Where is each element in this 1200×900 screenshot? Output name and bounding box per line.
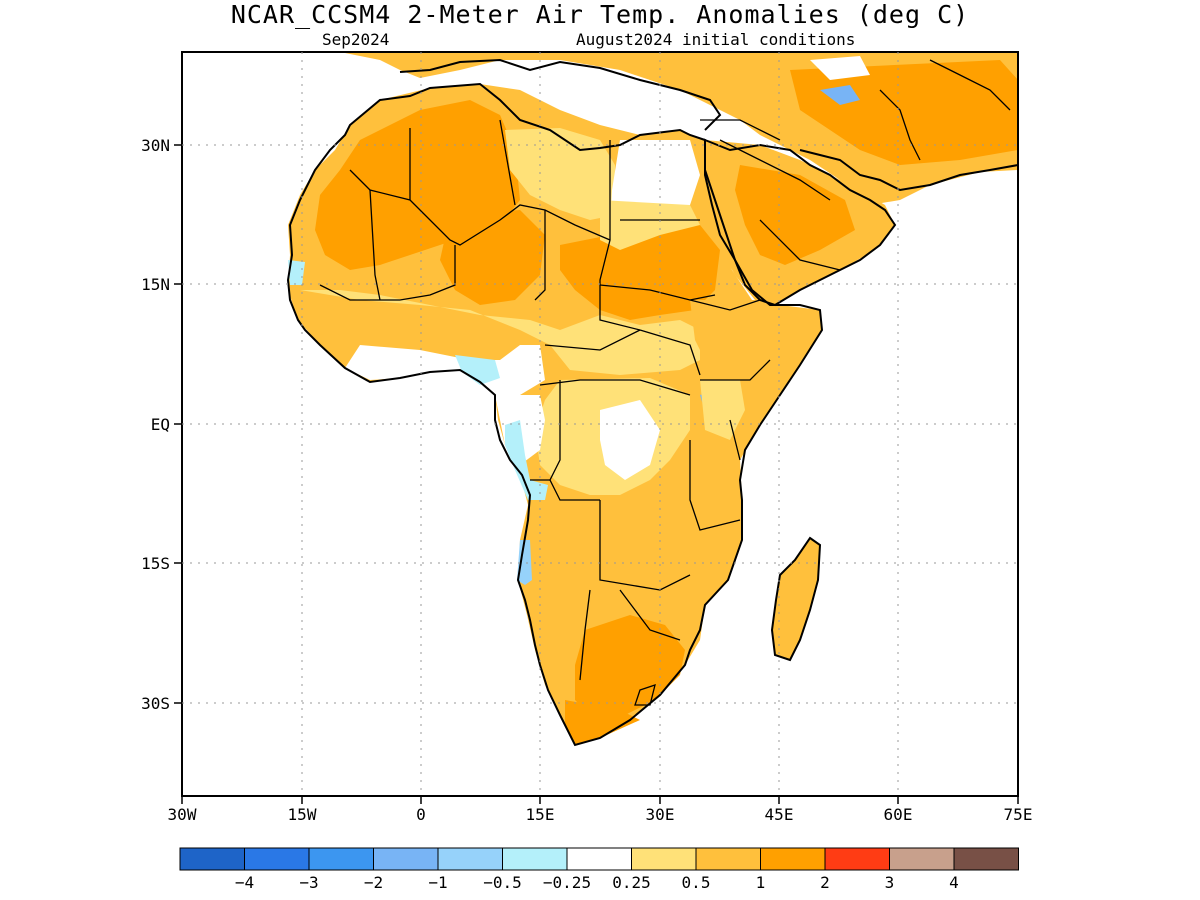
colorbar-swatch <box>631 847 697 871</box>
arabia-coastline <box>704 138 897 307</box>
caspian-cool-patch <box>820 85 860 105</box>
coastlines <box>286 58 1018 747</box>
x-tick-label: 75E <box>1004 805 1033 824</box>
colorbar-swatch <box>308 847 374 871</box>
sahel-yellow-band <box>300 290 700 375</box>
southern-africa-warm <box>575 615 685 720</box>
colorbar-label: 4 <box>949 873 959 892</box>
colorbar-label: 3 <box>885 873 895 892</box>
x-tick-label: 30E <box>646 805 675 824</box>
y-tick-label: EQ <box>151 415 170 434</box>
colorbar-label: 0.5 <box>682 873 711 892</box>
libya-light-patch <box>505 128 615 220</box>
colorbar-labels: −4 −3 −2 −1 −0.5 −0.25 0.25 0.5 1 2 3 4 <box>235 873 959 892</box>
y-tick-label: 30S <box>141 694 170 713</box>
colorbar-swatch <box>373 847 439 871</box>
colorbar-label: 0.25 <box>612 873 651 892</box>
ethiopia-warm <box>690 300 800 380</box>
colorbar-swatch <box>953 847 1019 871</box>
egypt-yellow-edge <box>600 200 700 250</box>
senegal-cyan <box>288 260 305 285</box>
persian-gulf-coast <box>799 149 1018 192</box>
map-field <box>288 52 1018 745</box>
colorbar-swatch <box>437 847 503 871</box>
x-tick-label: 15E <box>526 805 555 824</box>
colorbar <box>179 847 1019 871</box>
colorbar-swatch <box>695 847 761 871</box>
colorbar-label: −3 <box>299 873 318 892</box>
colorbar-swatch <box>889 847 955 871</box>
colorbar-label: 1 <box>756 873 766 892</box>
y-tick-label: 15N <box>141 275 170 294</box>
map-title: NCAR_CCSM4 2-Meter Air Temp. Anomalies (… <box>230 0 970 29</box>
colorbar-swatch <box>244 847 310 871</box>
forecast-month: Sep2024 <box>322 30 390 49</box>
colorbar-swatch <box>760 847 826 871</box>
colorbar-label: −0.5 <box>483 873 522 892</box>
colorbar-swatch <box>824 847 890 871</box>
x-tick-label: 30W <box>168 805 197 824</box>
colorbar-label: 2 <box>820 873 830 892</box>
turkey-white-patch <box>810 56 870 80</box>
niger-warm-core <box>440 210 545 305</box>
x-tick-label: 45E <box>765 805 794 824</box>
arabia-warm-core <box>735 165 855 265</box>
colorbar-label: −2 <box>364 873 383 892</box>
angola-coast-cyan <box>505 420 548 500</box>
x-tick-label: 15W <box>288 805 317 824</box>
x-tick-label: 0 <box>416 805 426 824</box>
y-tick-label: 15S <box>141 554 170 573</box>
colorbar-label: −0.25 <box>543 873 591 892</box>
graticule <box>182 52 1018 796</box>
colorbar-swatch <box>566 847 632 871</box>
x-tick-label: 60E <box>884 805 913 824</box>
colorbar-label: −4 <box>235 873 254 892</box>
congo-white-core <box>600 400 660 480</box>
mediterranean-north-coast <box>399 58 722 131</box>
tick-marks <box>174 144 1019 804</box>
initial-conditions-label: August2024 initial conditions <box>576 30 856 49</box>
east-africa-light <box>700 380 745 440</box>
colorbar-swatch <box>502 847 568 871</box>
madagascar-shading <box>772 538 820 660</box>
africa-coastline <box>286 82 824 747</box>
guinea-cyan <box>455 355 500 385</box>
y-tick-label: 30N <box>141 136 170 155</box>
colorbar-label: −1 <box>428 873 447 892</box>
madagascar-coastline <box>770 536 822 662</box>
south-africa-cape-warm <box>565 700 640 745</box>
colorbar-swatch <box>179 847 245 871</box>
namibia-coast-cyan <box>517 540 532 585</box>
